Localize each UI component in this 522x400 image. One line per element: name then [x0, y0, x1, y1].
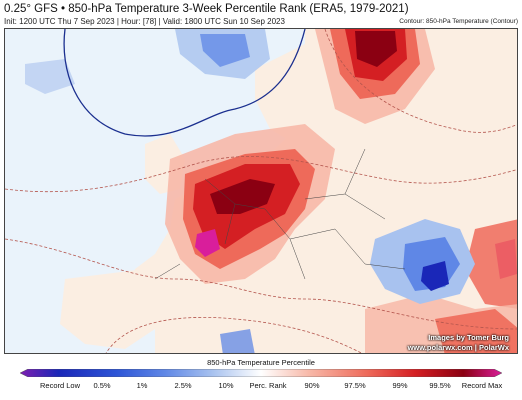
- legend-label-10: 10%: [218, 381, 234, 390]
- record-max-france: [195, 229, 220, 257]
- land-iberia: [60, 269, 165, 349]
- contour-line-2: [5, 238, 517, 330]
- legend-label-90: 90%: [304, 381, 320, 390]
- credit-sites: www.polarwx.com | PolarWx: [407, 343, 509, 352]
- legend-label-0-5: 0.5%: [93, 381, 111, 390]
- map-title: 0.25° GFS • 850-hPa Temperature 3-Week P…: [4, 3, 409, 15]
- country-borders: [154, 148, 406, 280]
- legend-label-record-max: Record Max: [461, 381, 503, 390]
- cool-anomaly-blacksea-extreme: [421, 261, 449, 291]
- warm-anomaly-north-extreme: [355, 31, 397, 67]
- legend-label-99-5: 99.5%: [429, 381, 451, 390]
- weather-map: Images by Tomer Burg www.polarwx.com | P…: [4, 28, 518, 354]
- cool-anomaly-atlantic-core: [200, 34, 250, 67]
- cool-anomaly-med: [220, 329, 255, 353]
- legend-label-record-low: Record Low: [39, 381, 81, 390]
- legend-label-1: 1%: [136, 381, 148, 390]
- legend-ticks: Record Low 0.5% 1% 2.5% 10% Perc. Rank 9…: [20, 381, 502, 393]
- land-scandinavia: [255, 44, 335, 144]
- legend-label-99: 99%: [392, 381, 408, 390]
- contour-line-3: [324, 29, 517, 133]
- credit-author: Images by Tomer Burg: [428, 333, 509, 342]
- legend-label-perc-rank: Perc. Rank: [249, 381, 287, 390]
- contour-note: Contour: 850-hPa Temperature (Contour): [399, 18, 518, 25]
- cool-anomaly-west: [25, 59, 75, 94]
- legend-label-97-5: 97.5%: [344, 381, 366, 390]
- contour-line-4: [105, 316, 362, 353]
- legend-title: 850-hPa Temperature Percentile: [207, 358, 315, 367]
- map-subtitle: Init: 1200 UTC Thu 7 Sep 2023 | Hour: [7…: [4, 17, 285, 26]
- contour-line-1: [5, 156, 517, 193]
- warm-anomaly-east: [465, 219, 517, 309]
- contour-line-cold: [63, 29, 306, 137]
- warm-anomaly-south-strong: [435, 309, 517, 353]
- map-canvas: [5, 29, 517, 353]
- warm-anomaly-extreme: [210, 179, 275, 214]
- colorbar: [20, 369, 502, 377]
- colorbar-gradient: [20, 369, 502, 377]
- legend-label-2-5: 2.5%: [174, 381, 192, 390]
